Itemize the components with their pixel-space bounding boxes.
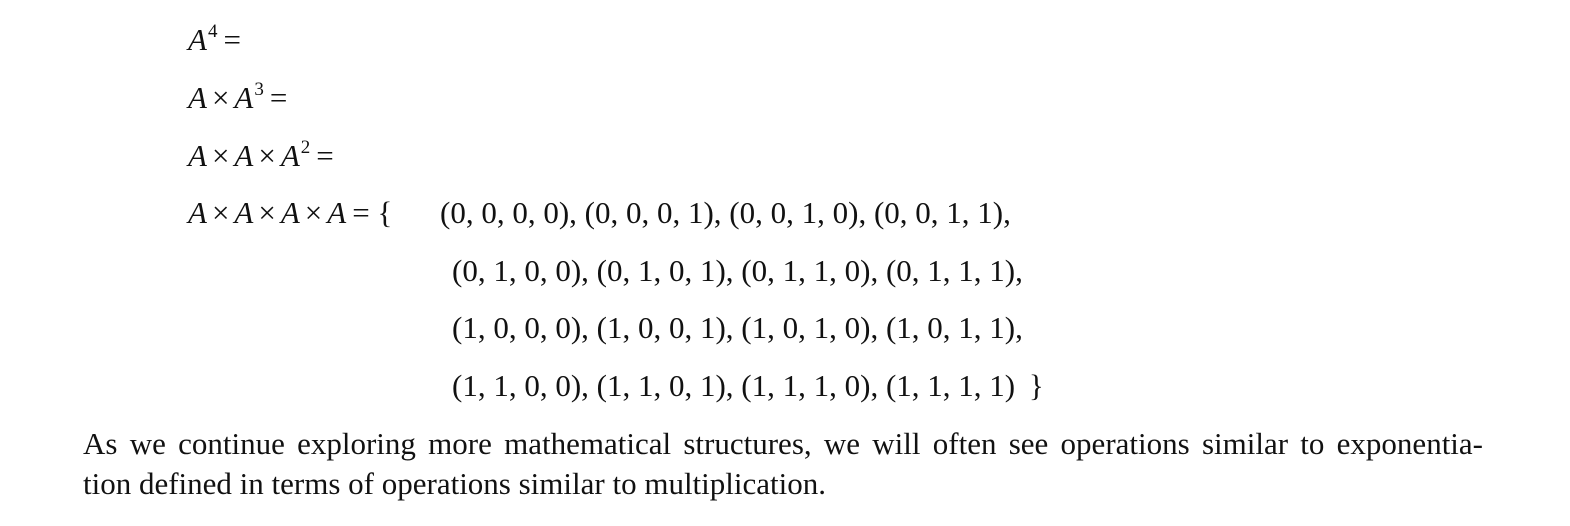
tuple-row-text: (1, 0, 0, 0), (1, 0, 0, 1), (1, 0, 1, 0)…: [452, 310, 1023, 345]
var-a: A: [327, 195, 347, 230]
times-sign: ×: [211, 138, 230, 173]
tuple-row-text: (1, 1, 0, 0), (1, 1, 0, 1), (1, 1, 1, 0)…: [452, 368, 1016, 403]
var-a: A: [188, 22, 207, 57]
var-a: A: [234, 80, 254, 115]
equals-sign: =: [352, 195, 370, 230]
tuple-row: (0, 1, 0, 0), (0, 1, 0, 1), (0, 1, 1, 0)…: [452, 252, 1023, 290]
tuple-row-text: (0, 0, 0, 0), (0, 0, 0, 1), (0, 0, 1, 0)…: [440, 195, 1011, 230]
equation-a-times-a-times-a-times-a: A × A × A × A = {: [188, 194, 392, 232]
var-a: A: [188, 80, 207, 115]
exponent: 3: [254, 79, 264, 100]
equation-a-times-a-times-a2: A × A × A2 =: [188, 137, 334, 180]
exponent: 2: [300, 137, 311, 158]
var-a: A: [188, 195, 207, 230]
var-a: A: [188, 138, 207, 173]
equals-sign: =: [223, 22, 241, 57]
var-a: A: [280, 195, 300, 230]
body-paragraph: As we continue exploring more mathematic…: [83, 424, 1483, 504]
equals-sign: =: [269, 80, 288, 115]
open-brace: {: [377, 195, 393, 230]
var-a: A: [280, 138, 300, 173]
paragraph-line: As we continue exploring more mathematic…: [83, 426, 1483, 461]
equals-sign: =: [316, 138, 334, 173]
tuple-row-text: (0, 1, 0, 0), (0, 1, 0, 1), (0, 1, 1, 0)…: [452, 253, 1023, 288]
tuple-row: (1, 0, 0, 0), (1, 0, 0, 1), (1, 0, 1, 0)…: [452, 309, 1023, 347]
times-sign: ×: [258, 195, 276, 230]
equation-a-times-a3: A × A3 =: [188, 79, 287, 122]
tuple-row: (1, 1, 0, 0), (1, 1, 0, 1), (1, 1, 1, 0)…: [452, 367, 1044, 405]
exponent: 4: [207, 21, 218, 42]
var-a: A: [234, 138, 254, 173]
times-sign: ×: [211, 195, 230, 230]
paragraph-line: tion defined in terms of operations simi…: [83, 466, 827, 501]
times-sign: ×: [304, 195, 323, 230]
tuple-row: (0, 0, 0, 0), (0, 0, 0, 1), (0, 0, 1, 0)…: [440, 194, 1011, 232]
times-sign: ×: [258, 138, 276, 173]
equation-a4: A4 =: [188, 21, 241, 64]
var-a: A: [234, 195, 254, 230]
times-sign: ×: [211, 80, 230, 115]
close-brace: }: [1028, 368, 1044, 403]
